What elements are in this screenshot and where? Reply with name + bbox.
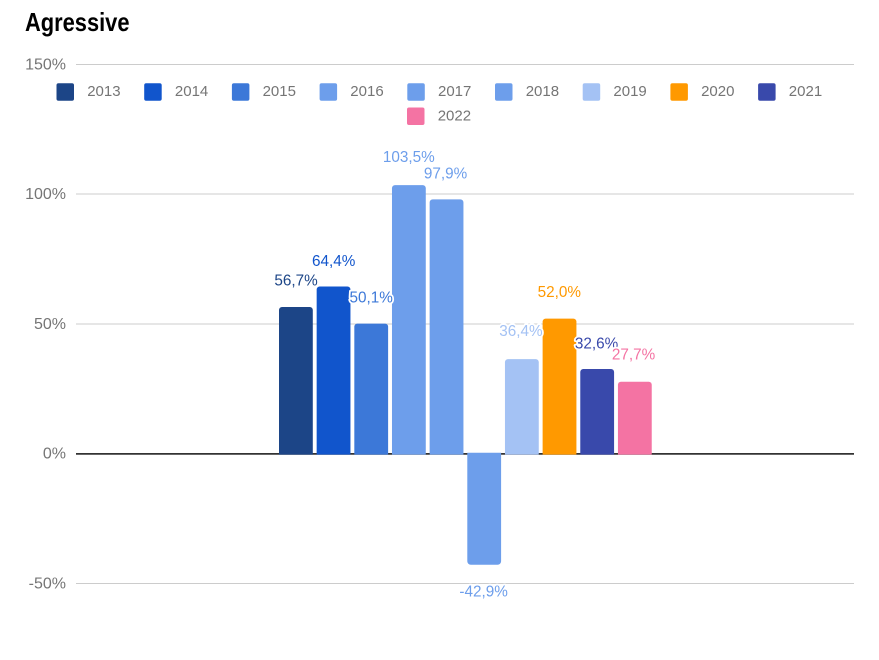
svg-text:2021: 2021: [789, 83, 822, 100]
svg-text:27,7%: 27,7%: [612, 347, 656, 364]
svg-text:2020: 2020: [701, 83, 734, 100]
svg-text:150%: 150%: [25, 57, 66, 74]
svg-text:50,1%: 50,1%: [350, 290, 394, 307]
svg-text:52,0%: 52,0%: [538, 284, 582, 301]
svg-text:64,4%: 64,4%: [312, 253, 356, 270]
svg-text:2014: 2014: [175, 83, 208, 100]
svg-text:0%: 0%: [43, 446, 66, 463]
svg-text:2022: 2022: [438, 108, 471, 125]
svg-text:100%: 100%: [25, 186, 66, 203]
svg-text:-50%: -50%: [29, 576, 66, 593]
svg-text:36,4%: 36,4%: [499, 323, 543, 340]
svg-text:-42,9%: -42,9%: [459, 584, 508, 601]
svg-text:97,9%: 97,9%: [424, 165, 468, 182]
svg-text:2017: 2017: [438, 83, 471, 100]
svg-text:32,6%: 32,6%: [575, 336, 619, 353]
svg-text:2016: 2016: [350, 83, 383, 100]
svg-text:Agressive: Agressive: [25, 7, 130, 37]
svg-text:50%: 50%: [34, 316, 66, 333]
svg-text:2013: 2013: [87, 83, 120, 100]
svg-text:2019: 2019: [613, 83, 646, 100]
svg-text:56,7%: 56,7%: [274, 272, 318, 289]
svg-text:103,5%: 103,5%: [383, 149, 435, 166]
svg-text:2015: 2015: [263, 83, 296, 100]
svg-text:2018: 2018: [526, 83, 559, 100]
